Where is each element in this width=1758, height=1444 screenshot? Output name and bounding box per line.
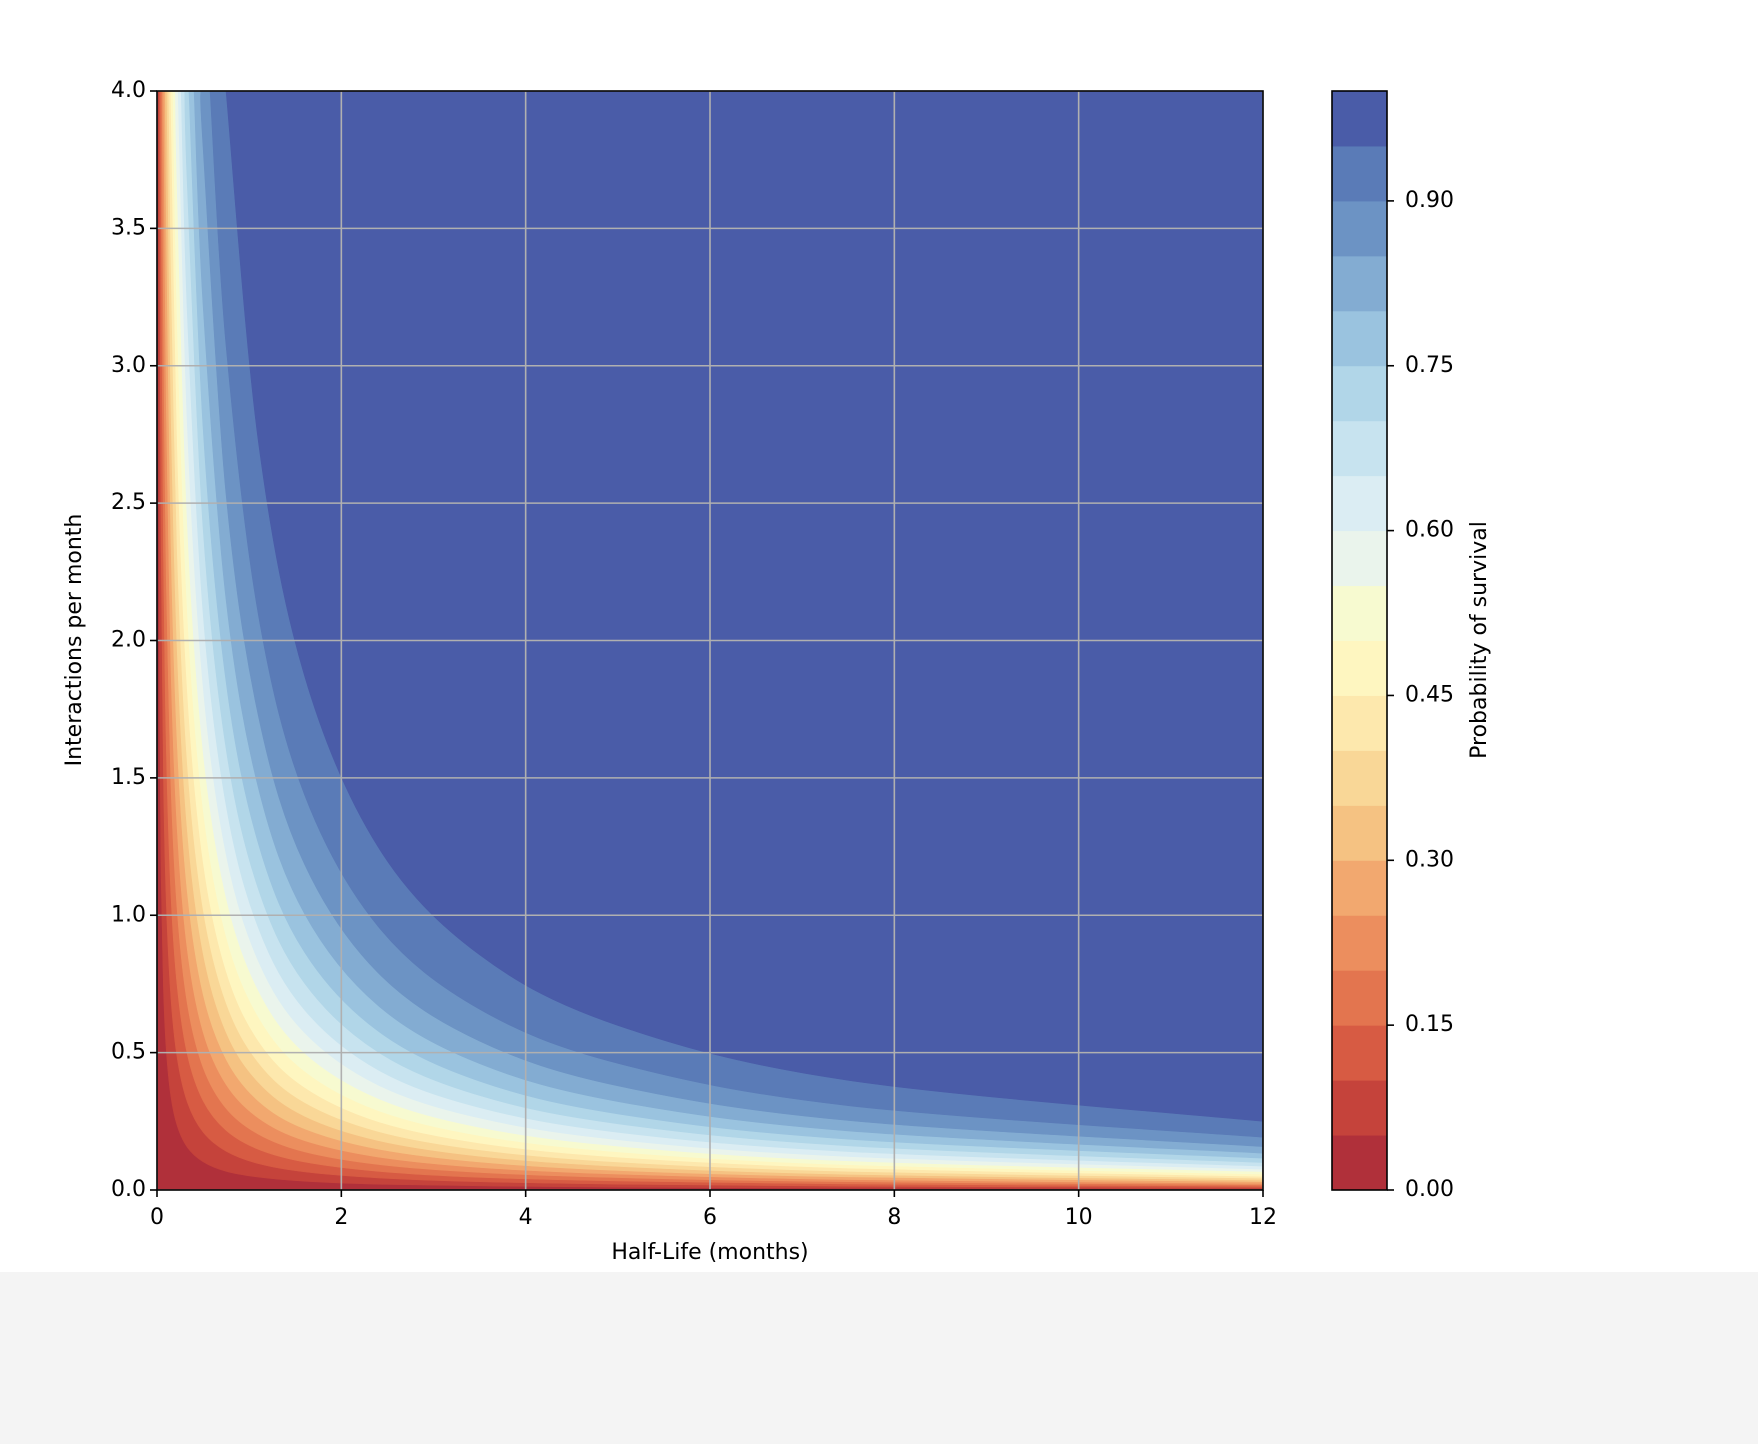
colorbar-frame: [1331, 90, 1388, 1191]
colorbar-band: [1332, 585, 1387, 641]
colorbar-tick-label: 0.45: [1405, 682, 1454, 707]
colorbar-band: [1332, 1025, 1387, 1081]
colorbar-band: [1332, 200, 1387, 257]
colorbar-tick-label: 0.90: [1405, 188, 1454, 213]
x-axis-label: Half-Life (months): [611, 1240, 808, 1265]
x-tick-label: 12: [1249, 1205, 1277, 1230]
x-tick-label: 0: [150, 1205, 164, 1230]
colorbar-band: [1332, 805, 1387, 861]
x-tick-label: 2: [334, 1205, 348, 1230]
colorbar-band: [1332, 475, 1387, 532]
y-tick-label: 4.0: [111, 78, 146, 103]
x-tick-label: 6: [703, 1205, 717, 1230]
colorbar-band: [1332, 255, 1387, 312]
plot-area: [157, 91, 1263, 1190]
colorbar-band: [1332, 420, 1387, 477]
colorbar-band: [1332, 695, 1387, 751]
x-tick-label: 10: [1065, 1205, 1093, 1230]
colorbar-band: [1332, 915, 1387, 971]
colorbar-tick-label: 0.30: [1405, 847, 1454, 872]
footer-strip: [0, 1272, 1758, 1444]
y-tick-label: 3.0: [111, 353, 146, 378]
y-tick-label: 2.0: [111, 628, 146, 653]
colorbar-band: [1332, 750, 1387, 806]
colorbar-tick-label: 0.60: [1405, 518, 1454, 543]
colorbar-band: [1332, 1135, 1387, 1191]
y-axis-label: Interactions per month: [62, 514, 87, 767]
colorbar-band: [1332, 91, 1387, 147]
x-tick-label: 8: [887, 1205, 901, 1230]
colorbar-band: [1332, 1080, 1387, 1136]
colorbar-band: [1332, 310, 1387, 367]
y-tick-label: 0.5: [111, 1040, 146, 1065]
x-tick-label: 4: [519, 1205, 533, 1230]
colorbar-band: [1332, 530, 1387, 587]
colorbar-band: [1332, 365, 1387, 422]
y-tick-label: 0.0: [111, 1177, 146, 1202]
colorbar-label: Probability of survival: [1467, 521, 1492, 759]
colorbar-tick-label: 0.00: [1405, 1177, 1454, 1202]
y-tick-label: 3.5: [111, 215, 146, 240]
y-tick-label: 2.5: [111, 490, 146, 515]
colorbar-band: [1332, 640, 1387, 696]
colorbar-band: [1332, 860, 1387, 916]
y-tick-label: 1.0: [111, 902, 146, 927]
axes: 0 2 4 6 8 10 12 0.0 0.5 1.0 1.5 2.0 2.5 3.0 3.5 4.0 0.00…: [111, 78, 1454, 1230]
colorbar-band: [1332, 970, 1387, 1026]
colorbar-band: [1332, 145, 1387, 202]
y-tick-label: 1.5: [111, 765, 146, 790]
colorbar-tick-label: 0.75: [1405, 353, 1454, 378]
colorbar-tick-label: 0.15: [1405, 1012, 1454, 1037]
